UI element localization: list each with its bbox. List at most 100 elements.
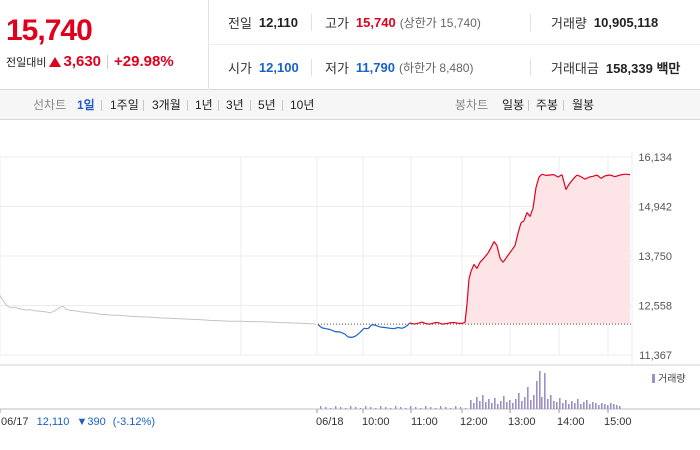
volume-bar bbox=[340, 407, 342, 409]
today-series-segment bbox=[375, 324, 381, 328]
divider bbox=[250, 100, 251, 111]
volume-bar bbox=[415, 407, 417, 409]
divider bbox=[187, 100, 188, 111]
today-series-segment bbox=[565, 183, 570, 190]
today-series-segment bbox=[317, 324, 323, 329]
tab-1-week[interactable]: 1주일 bbox=[110, 98, 139, 112]
today-series-segment bbox=[614, 174, 621, 178]
today-series-segment bbox=[496, 245, 501, 259]
today-series-segment bbox=[596, 174, 602, 179]
today-series-segment bbox=[351, 335, 357, 338]
today-series-segment bbox=[355, 331, 361, 337]
volume-bar bbox=[320, 406, 322, 409]
volume-bar bbox=[562, 403, 564, 409]
tab-3-years[interactable]: 3년 bbox=[226, 98, 244, 112]
volume-bar bbox=[553, 401, 555, 409]
tab-1-year[interactable]: 1년 bbox=[195, 98, 213, 112]
volume-bar bbox=[607, 405, 609, 409]
volume-bar bbox=[440, 406, 442, 409]
volume-bar bbox=[425, 406, 427, 409]
today-series-segment bbox=[421, 321, 427, 325]
divider bbox=[218, 100, 219, 111]
today-series-segment bbox=[514, 233, 519, 246]
tab-10-years[interactable]: 10년 bbox=[290, 98, 315, 112]
tab-monthly-candle[interactable]: 월봉 bbox=[572, 98, 595, 112]
today-series-segment bbox=[511, 245, 516, 251]
price-summary: 15,740 전일대비 3,630 +29.98% bbox=[0, 0, 209, 90]
x-tick-label: 14:00 bbox=[557, 416, 585, 428]
volume-bar bbox=[330, 408, 332, 409]
tab-1-day[interactable]: 1일 bbox=[77, 98, 95, 112]
volume-bar bbox=[476, 397, 478, 409]
today-series-segment bbox=[499, 257, 504, 263]
volume-legend-label: 거래량 bbox=[658, 373, 686, 385]
volume-bar bbox=[430, 407, 432, 409]
today-series-segment bbox=[580, 176, 586, 180]
volume-bar bbox=[485, 402, 487, 409]
today-series-segment bbox=[329, 328, 336, 333]
volume-legend: 거래량 bbox=[652, 373, 686, 385]
x-tick-label: 12:00 bbox=[460, 416, 488, 428]
volume-bar bbox=[571, 401, 573, 409]
stat-low: 저가 11,790 (하한가 8,480) bbox=[325, 45, 473, 90]
stat-label: 거래대금 bbox=[551, 61, 599, 76]
today-series-segment bbox=[568, 178, 574, 185]
volume-bar bbox=[405, 408, 407, 409]
x-tick-label: 15:00 bbox=[604, 416, 632, 428]
divider bbox=[282, 100, 283, 111]
volume-bar bbox=[604, 404, 606, 409]
today-series-segment bbox=[541, 173, 547, 176]
stat-value: 15,740 bbox=[355, 15, 396, 30]
volume-bar bbox=[494, 398, 496, 409]
today-series-segment bbox=[619, 173, 626, 176]
volume-bar bbox=[583, 402, 585, 409]
tab-3-months[interactable]: 3개월 bbox=[152, 98, 181, 112]
volume-bar bbox=[385, 407, 387, 409]
volume-bar bbox=[518, 393, 520, 409]
divider bbox=[107, 54, 109, 69]
today-series-segment bbox=[520, 220, 525, 224]
volume-bar bbox=[390, 408, 392, 409]
volume-bar bbox=[335, 406, 337, 409]
today-series-segment bbox=[384, 326, 391, 329]
y-tick-label: 12,558 bbox=[638, 301, 672, 313]
volume-bar bbox=[619, 406, 621, 409]
volume-bar bbox=[595, 403, 597, 409]
volume-bar bbox=[559, 398, 561, 409]
today-series-segment bbox=[453, 321, 459, 324]
stock-header: 15,740 전일대비 3,630 +29.98% 전일 12,110 고가 1… bbox=[0, 0, 700, 90]
current-price: 15,740 bbox=[6, 14, 93, 47]
today-series-segment bbox=[344, 333, 349, 338]
today-series-segment bbox=[413, 322, 419, 325]
volume-bar bbox=[365, 406, 367, 409]
stat-sub: (상한가 15,740) bbox=[399, 16, 481, 30]
chart-tabbar: 선차트 1일 1주일 3개월 1년 3년 5년 10년 봉차트 일봉 주봉 월봉 bbox=[0, 90, 700, 120]
today-series-segment bbox=[517, 222, 522, 234]
today-series-segment bbox=[508, 249, 513, 255]
today-series-segment bbox=[409, 322, 415, 325]
divider bbox=[311, 59, 312, 76]
volume-bar bbox=[521, 401, 523, 409]
volume-bar bbox=[400, 407, 402, 409]
volume-bar bbox=[460, 407, 462, 409]
prev-day-date: 06/17 bbox=[1, 416, 29, 428]
volume-bar bbox=[556, 402, 558, 409]
today-series-segment bbox=[604, 174, 611, 177]
tab-weekly-candle[interactable]: 주봉 bbox=[536, 98, 559, 112]
stat-value: 12,100 bbox=[258, 60, 299, 75]
stat-value: 10,905,118 bbox=[593, 15, 659, 30]
today-series-segment bbox=[470, 264, 475, 272]
change-label: 전일대비 bbox=[6, 56, 47, 69]
divider bbox=[530, 59, 531, 76]
volume-bar bbox=[325, 407, 327, 409]
divider bbox=[563, 100, 564, 111]
today-series-segment bbox=[535, 176, 540, 188]
today-series-segment bbox=[557, 174, 563, 178]
volume-bar bbox=[589, 404, 591, 409]
today-series-segment bbox=[592, 174, 598, 177]
line-chart-label: 선차트 bbox=[33, 98, 67, 112]
tab-daily-candle[interactable]: 일봉 bbox=[502, 98, 525, 112]
today-series-segment bbox=[429, 322, 435, 325]
change-value: 3,630 bbox=[63, 53, 102, 70]
tab-5-years[interactable]: 5년 bbox=[258, 98, 276, 112]
